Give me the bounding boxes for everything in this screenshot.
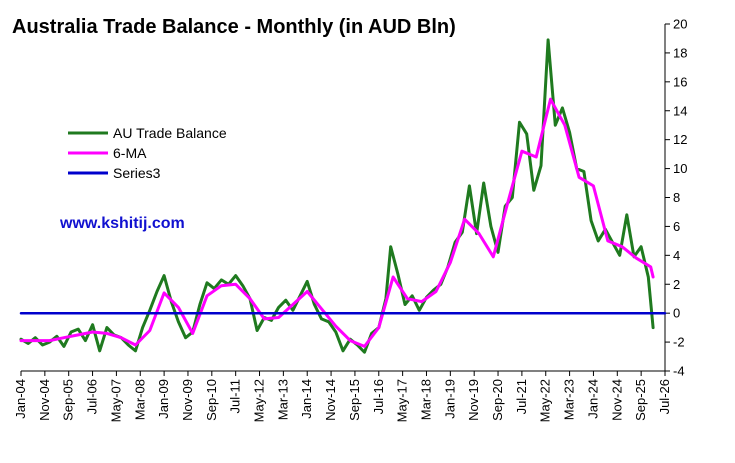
plot-area (19, 38, 667, 354)
x-tick-label: Mar-13 (275, 379, 290, 420)
chart-title: Australia Trade Balance - Monthly (in AU… (12, 16, 456, 38)
y-tick-label: 14 (673, 103, 687, 118)
x-tick-label: Sep-10 (204, 379, 219, 421)
x-tick-label: May-12 (252, 379, 267, 422)
y-tick-label: -4 (673, 364, 685, 379)
x-tick-label: Mar-08 (132, 379, 147, 420)
y-tick-label: 8 (673, 190, 680, 205)
y-tick-label: 20 (673, 17, 687, 32)
x-tick-label: Jan-14 (299, 379, 314, 419)
series-line-au-trade-balance (19, 38, 655, 354)
y-tick-label: 16 (673, 74, 687, 89)
x-tick-label: Nov-04 (37, 379, 52, 421)
x-tick-label: Sep-05 (61, 379, 76, 421)
x-tick-label: Jan-04 (13, 379, 28, 419)
x-tick-label: Jul-21 (514, 379, 529, 414)
x-tick-label: Mar-18 (418, 379, 433, 420)
x-tick-label: Nov-14 (323, 379, 338, 421)
y-tick-label: -2 (673, 335, 685, 350)
x-tick-label: Jul-06 (85, 379, 100, 414)
axes: -4 -2 0 2 4 6 8 10 12 14 16 18 20 Jan-04 Nov-04 Sep-05 J… (13, 17, 687, 423)
x-tick-label: Mar-23 (562, 379, 577, 420)
x-tick-label: May-17 (395, 379, 410, 422)
y-tick-label: 10 (673, 161, 687, 176)
legend-label: 6-MA (113, 145, 147, 161)
legend: AU Trade Balance 6-MA Series3 (68, 125, 227, 181)
x-tick-label: May-22 (538, 379, 553, 422)
x-tick-label: Sep-20 (490, 379, 505, 421)
x-tick-label: Jul-26 (657, 379, 672, 414)
x-tick-label: Nov-24 (609, 379, 624, 421)
y-tick-label: 0 (673, 306, 680, 321)
x-tick-label: Nov-09 (180, 379, 195, 421)
x-tick-label: Jan-19 (442, 379, 457, 419)
x-tick-label: Jul-11 (228, 379, 243, 413)
x-tick-label: Sep-15 (347, 379, 362, 421)
y-tick-label: 12 (673, 132, 687, 147)
x-tick-label: May-07 (108, 379, 123, 422)
x-tick-label: Jan-24 (585, 379, 600, 419)
watermark-url: www.kshitij.com (59, 215, 185, 232)
y-tick-label: 18 (673, 45, 687, 60)
series-line-6-ma (19, 97, 655, 348)
legend-label: Series3 (113, 165, 161, 181)
legend-label: AU Trade Balance (113, 125, 227, 141)
x-tick-label: Jan-09 (156, 379, 171, 419)
x-tick-label: Sep-25 (633, 379, 648, 421)
y-tick-label: 4 (673, 248, 680, 263)
x-tick-label: Jul-16 (371, 379, 386, 414)
y-tick-label: 2 (673, 277, 680, 292)
y-tick-label: 6 (673, 219, 680, 234)
x-tick-label: Nov-19 (466, 379, 481, 421)
